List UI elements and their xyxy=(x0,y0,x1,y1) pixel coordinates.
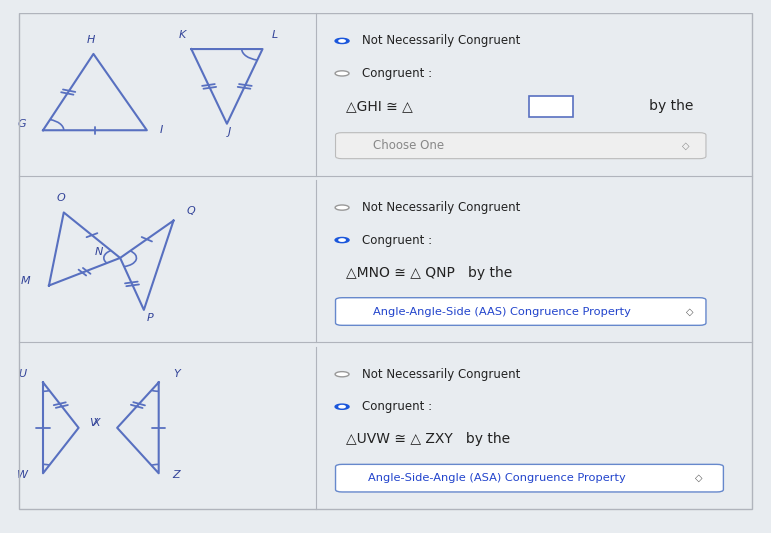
Text: Not Necessarily Congruent: Not Necessarily Congruent xyxy=(362,201,520,214)
Text: I: I xyxy=(160,125,163,135)
Text: △UVW ≅ △ ZXY   by the: △UVW ≅ △ ZXY by the xyxy=(346,432,510,446)
Text: X: X xyxy=(93,418,100,428)
Text: Angle-Side-Angle (ASA) Congruence Property: Angle-Side-Angle (ASA) Congruence Proper… xyxy=(369,473,626,483)
Circle shape xyxy=(339,406,345,408)
Text: Y: Y xyxy=(173,369,180,379)
Text: W: W xyxy=(17,470,28,480)
FancyBboxPatch shape xyxy=(335,464,723,492)
Circle shape xyxy=(335,404,349,409)
FancyBboxPatch shape xyxy=(530,96,573,117)
Text: Choose One: Choose One xyxy=(372,139,443,152)
Text: △GHI ≅ △: △GHI ≅ △ xyxy=(346,99,413,113)
Text: by the: by the xyxy=(636,99,694,113)
Text: V: V xyxy=(89,418,97,428)
Circle shape xyxy=(335,38,349,44)
Text: Z: Z xyxy=(173,470,180,480)
Text: Congruent :: Congruent : xyxy=(362,400,433,413)
FancyBboxPatch shape xyxy=(335,298,706,325)
Text: P: P xyxy=(146,313,153,323)
Text: ◇: ◇ xyxy=(695,473,702,483)
Circle shape xyxy=(335,205,349,210)
Text: Angle-Angle-Side (AAS) Congruence Property: Angle-Angle-Side (AAS) Congruence Proper… xyxy=(372,306,631,317)
Text: L: L xyxy=(271,30,278,39)
Text: Q: Q xyxy=(187,206,196,216)
Circle shape xyxy=(339,40,345,42)
Circle shape xyxy=(339,239,345,241)
Text: ◇: ◇ xyxy=(682,141,689,151)
Text: G: G xyxy=(18,119,26,129)
Text: Not Necessarily Congruent: Not Necessarily Congruent xyxy=(362,35,520,47)
Text: N: N xyxy=(95,247,103,257)
Text: U: U xyxy=(19,369,26,379)
Text: ◇: ◇ xyxy=(686,306,694,317)
Text: J: J xyxy=(228,127,231,137)
Text: O: O xyxy=(56,193,66,203)
Text: K: K xyxy=(179,30,186,39)
Text: Congruent :: Congruent : xyxy=(362,67,433,80)
FancyBboxPatch shape xyxy=(335,133,706,159)
Text: H: H xyxy=(86,35,95,45)
Circle shape xyxy=(335,238,349,243)
Text: △MNO ≅ △ QNP   by the: △MNO ≅ △ QNP by the xyxy=(346,265,513,279)
Circle shape xyxy=(335,71,349,76)
Text: Not Necessarily Congruent: Not Necessarily Congruent xyxy=(362,368,520,381)
Text: M: M xyxy=(20,276,30,286)
Circle shape xyxy=(335,372,349,377)
Text: Congruent :: Congruent : xyxy=(362,233,433,247)
